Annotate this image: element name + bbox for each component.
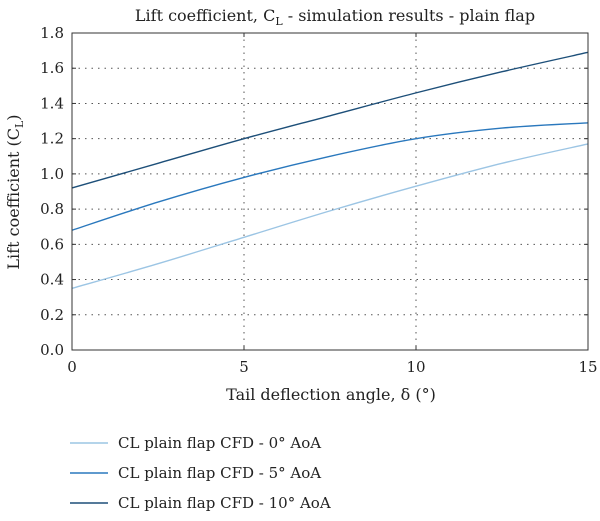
x-axis-ticks: 0 5 10 15 <box>67 33 598 376</box>
y-tick-label: 1.8 <box>40 24 64 42</box>
y-tick-label: 0.6 <box>40 235 64 253</box>
legend: CL plain flap CFD - 0° AoA CL plain flap … <box>70 434 331 512</box>
chart-title: Lift coefficient, CL - simulation result… <box>135 6 535 28</box>
legend-label-1: CL plain flap CFD - 5° AoA <box>118 464 321 482</box>
x-tick-label: 0 <box>67 358 77 376</box>
x-tick-label: 5 <box>239 358 249 376</box>
y-tick-label: 0.2 <box>40 306 64 324</box>
legend-label-0: CL plain flap CFD - 0° AoA <box>118 434 321 452</box>
y-tick-label: 1.6 <box>40 59 64 77</box>
x-tick-label: 10 <box>406 358 425 376</box>
x-axis-label: Tail deflection angle, δ (°) <box>226 385 436 404</box>
y-tick-label: 1.2 <box>40 130 64 148</box>
legend-label-2: CL plain flap CFD - 10° AoA <box>118 494 331 512</box>
y-tick-label: 0.4 <box>40 271 64 289</box>
series-line-0 <box>71 143 589 290</box>
y-axis-ticks: 0.0 0.2 0.4 0.6 0.8 1.0 1.2 1.4 1.6 1.8 <box>40 24 588 359</box>
plot-frame <box>71 32 589 351</box>
y-axis-label: Lift coefficient (CL) <box>4 114 26 269</box>
series-line-1 <box>71 122 589 231</box>
y-tick-label: 1.0 <box>40 165 64 183</box>
data-series <box>71 51 589 290</box>
x-tick-label: 15 <box>578 358 597 376</box>
y-tick-label: 1.4 <box>40 94 64 112</box>
y-tick-label: 0.0 <box>40 341 64 359</box>
y-tick-label: 0.8 <box>40 200 64 218</box>
grid-lines <box>72 33 588 350</box>
series-line-2 <box>71 51 589 189</box>
